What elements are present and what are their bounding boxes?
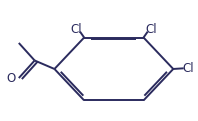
- Text: O: O: [7, 72, 16, 85]
- Text: Cl: Cl: [183, 62, 194, 75]
- Text: Cl: Cl: [146, 23, 157, 36]
- Text: Cl: Cl: [70, 23, 82, 36]
